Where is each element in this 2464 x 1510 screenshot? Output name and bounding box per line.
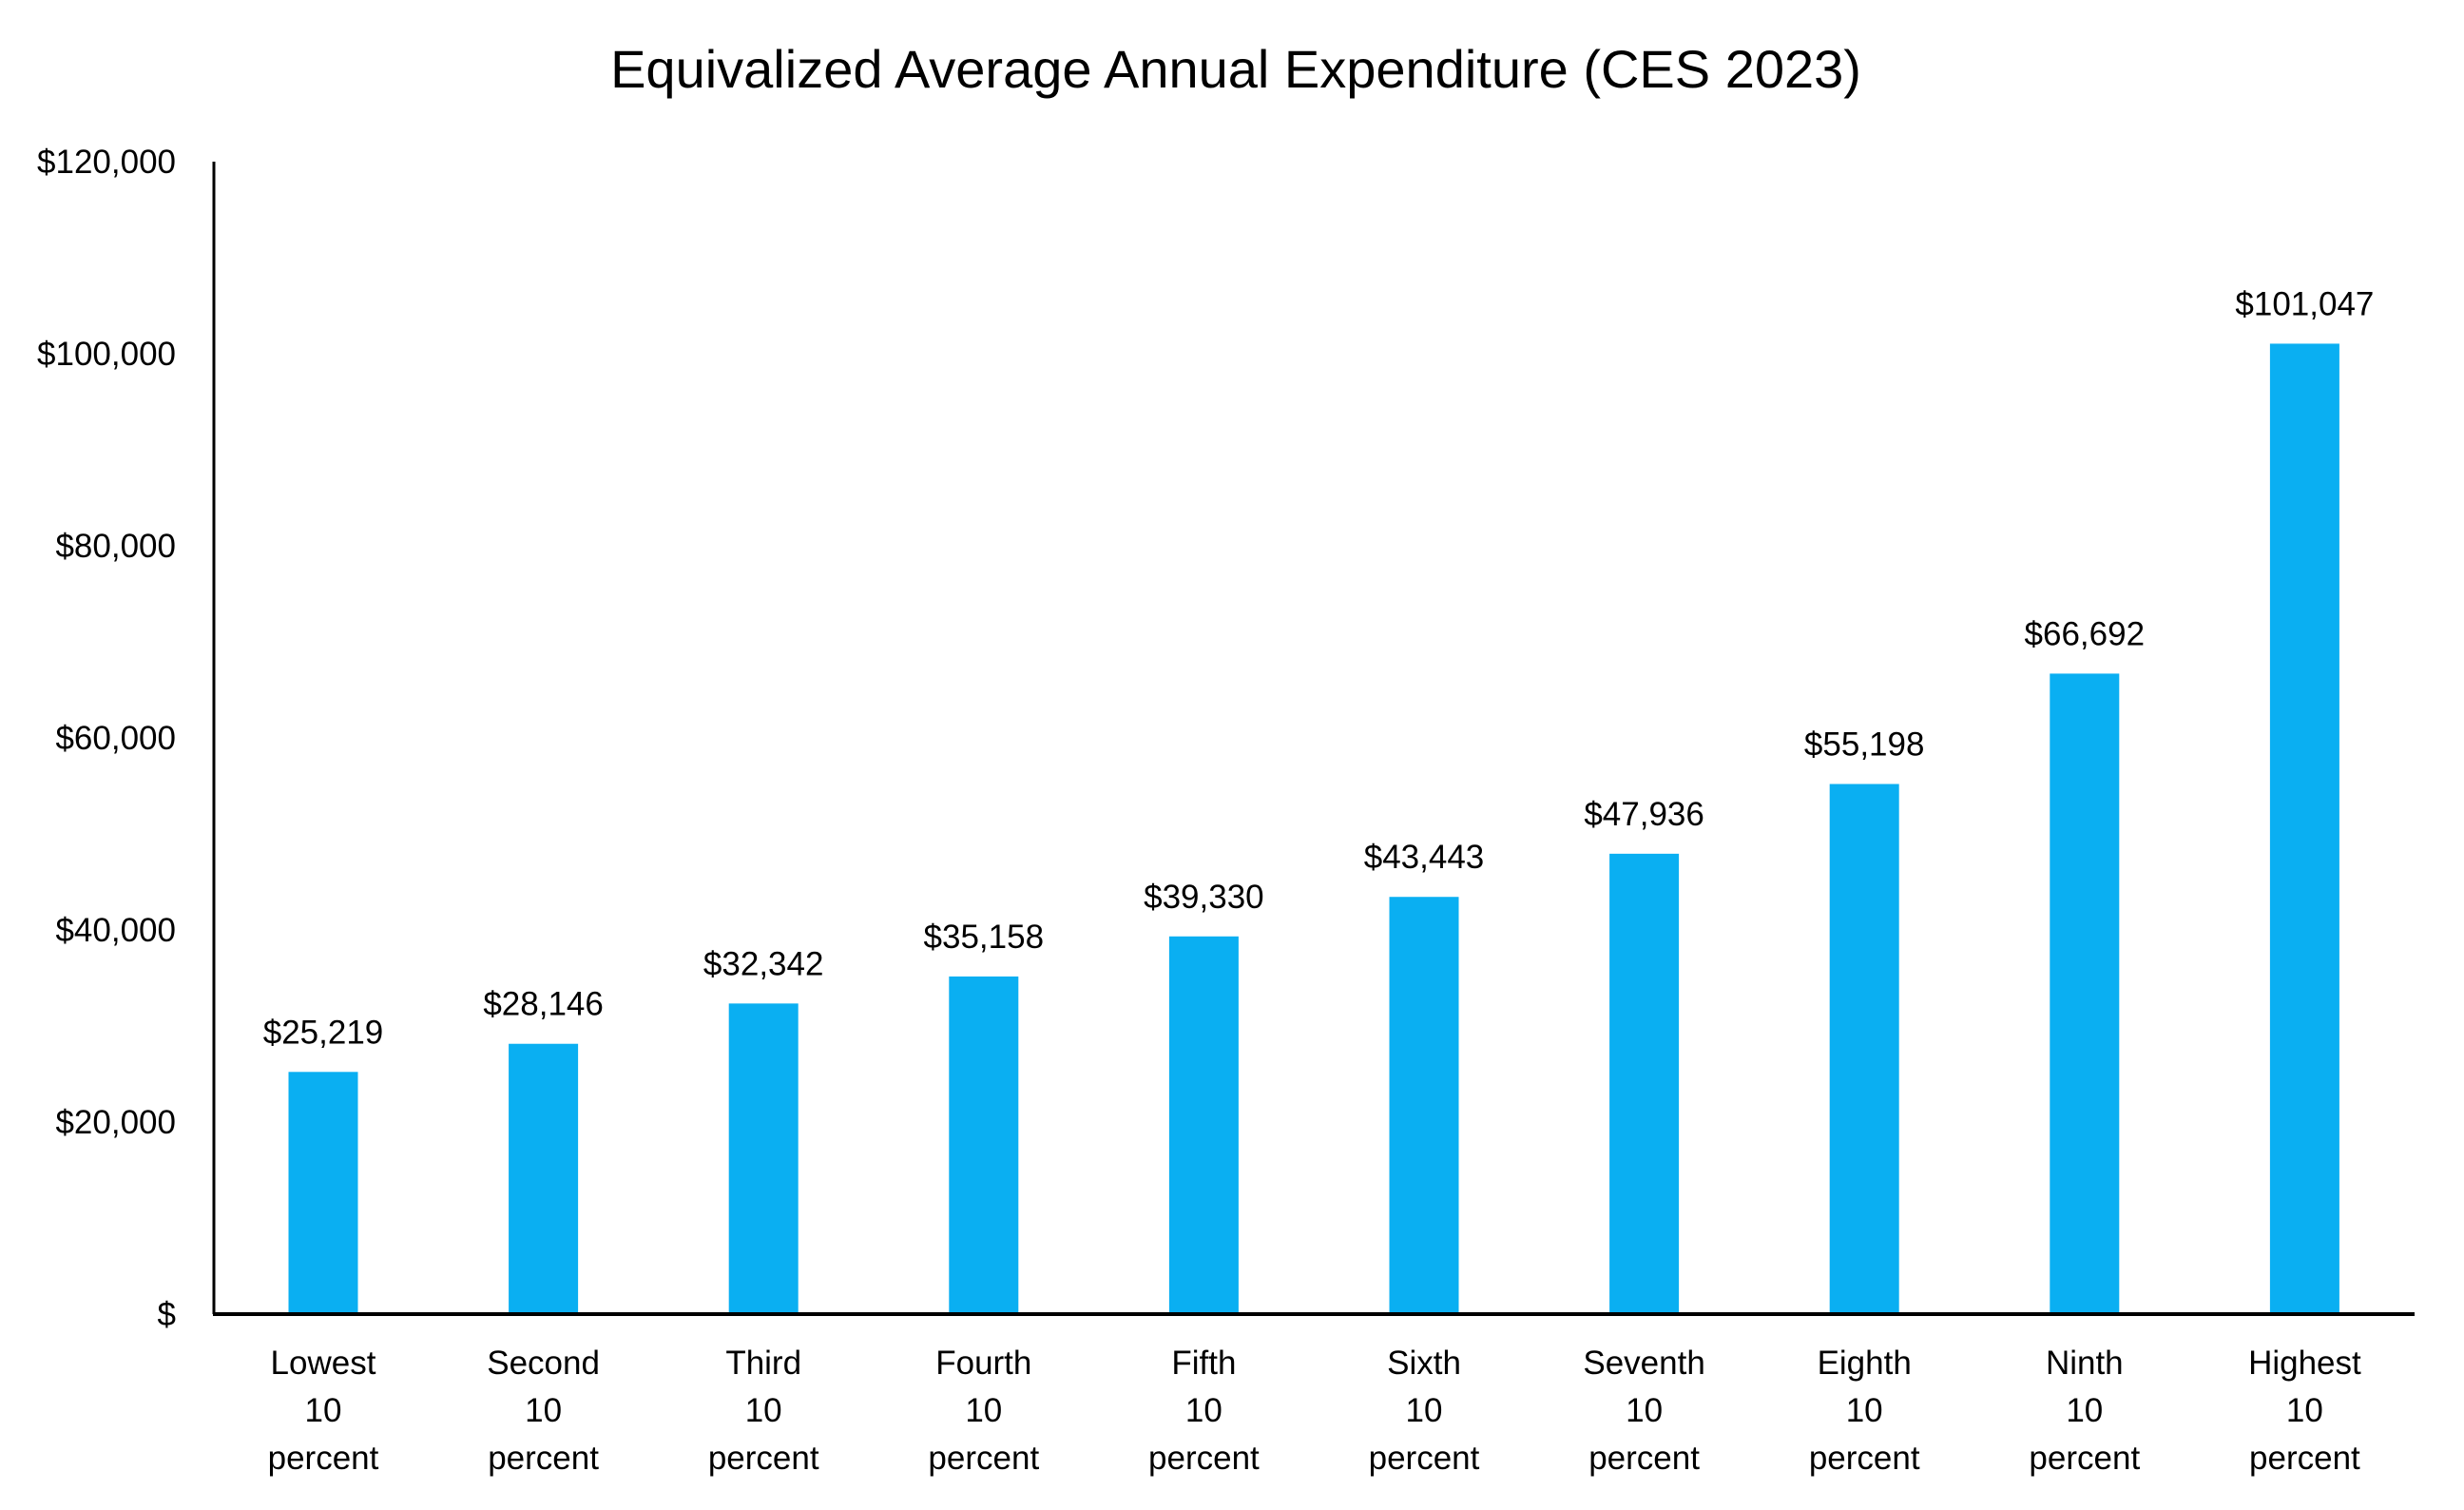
data-label: $35,158 — [924, 919, 1045, 956]
y-tick-label: $100,000 — [37, 336, 176, 373]
bar — [728, 1003, 799, 1314]
bar — [288, 1072, 358, 1314]
bar — [2269, 343, 2339, 1314]
x-tick-label: 10 — [2066, 1392, 2103, 1429]
data-label: $39,330 — [1144, 879, 1264, 916]
x-tick-label: percent — [708, 1440, 819, 1477]
x-tick-label: Lowest — [271, 1345, 376, 1382]
x-tick-label: percent — [2029, 1440, 2140, 1477]
data-label: $28,146 — [483, 986, 604, 1023]
x-tick-label: percent — [928, 1440, 1039, 1477]
x-tick-label: percent — [2249, 1440, 2360, 1477]
y-tick-label: $40,000 — [55, 912, 176, 949]
data-label: $66,692 — [2025, 615, 2146, 652]
x-tick-label: 10 — [1185, 1392, 1222, 1429]
bar — [509, 1043, 579, 1314]
y-tick-label: $60,000 — [55, 720, 176, 757]
x-tick-label: 10 — [1846, 1392, 1883, 1429]
x-tick-label: 10 — [2286, 1392, 2323, 1429]
x-tick-label: 10 — [305, 1392, 342, 1429]
x-tick-label: Eighth — [1818, 1345, 1912, 1382]
x-tick-label: percent — [1369, 1440, 1480, 1477]
x-tick-label: 10 — [1406, 1392, 1443, 1429]
x-tick-label: Fourth — [935, 1345, 1031, 1382]
x-tick-label: percent — [268, 1440, 379, 1477]
x-tick-label: Seventh — [1583, 1345, 1704, 1382]
y-tick-label: $120,000 — [37, 144, 176, 181]
x-tick-label: Third — [725, 1345, 801, 1382]
x-tick-label: Sixth — [1387, 1345, 1461, 1382]
chart-title: Equivalized Average Annual Expenditure (… — [610, 39, 1861, 99]
x-tick-label: 10 — [1626, 1392, 1663, 1429]
x-tick-label: 10 — [745, 1392, 782, 1429]
x-tick-label: percent — [1148, 1440, 1260, 1477]
x-tick-label: Fifth — [1171, 1345, 1236, 1382]
x-tick-label: Second — [487, 1345, 600, 1382]
bar — [1389, 897, 1459, 1314]
x-tick-label: percent — [488, 1440, 599, 1477]
x-tick-label: Highest — [2248, 1345, 2361, 1382]
y-tick-label: $80,000 — [55, 528, 176, 565]
bar — [2050, 673, 2120, 1314]
x-tick-label: percent — [1809, 1440, 1920, 1477]
x-axis-ticks: Lowest 10 percent Second 10 percent Third 10 per… — [268, 1345, 2361, 1477]
x-tick-label: Ninth — [2046, 1345, 2124, 1382]
data-label: $101,047 — [2235, 285, 2374, 322]
bars — [288, 343, 2339, 1314]
x-tick-label: 10 — [525, 1392, 562, 1429]
bar — [1168, 936, 1239, 1314]
bar — [949, 976, 1019, 1314]
bar — [1829, 784, 1899, 1314]
data-label: $43,443 — [1364, 839, 1485, 876]
x-tick-label: percent — [1588, 1440, 1700, 1477]
data-label: $32,342 — [703, 945, 824, 982]
data-label: $25,219 — [263, 1014, 384, 1051]
data-label: $55,198 — [1804, 726, 1925, 764]
y-axis-ticks: $ $20,000 $40,000 $60,000 $80,000 $100,000 $12… — [37, 144, 176, 1333]
y-tick-label: $ — [158, 1296, 176, 1333]
data-label: $47,936 — [1584, 796, 1704, 833]
bar — [1609, 853, 1680, 1314]
x-tick-label: 10 — [965, 1392, 1002, 1429]
y-tick-label: $20,000 — [55, 1104, 176, 1141]
data-labels: $25,219 $28,146 $32,342 $35,158 $39,330 $43,4… — [263, 285, 2375, 1051]
